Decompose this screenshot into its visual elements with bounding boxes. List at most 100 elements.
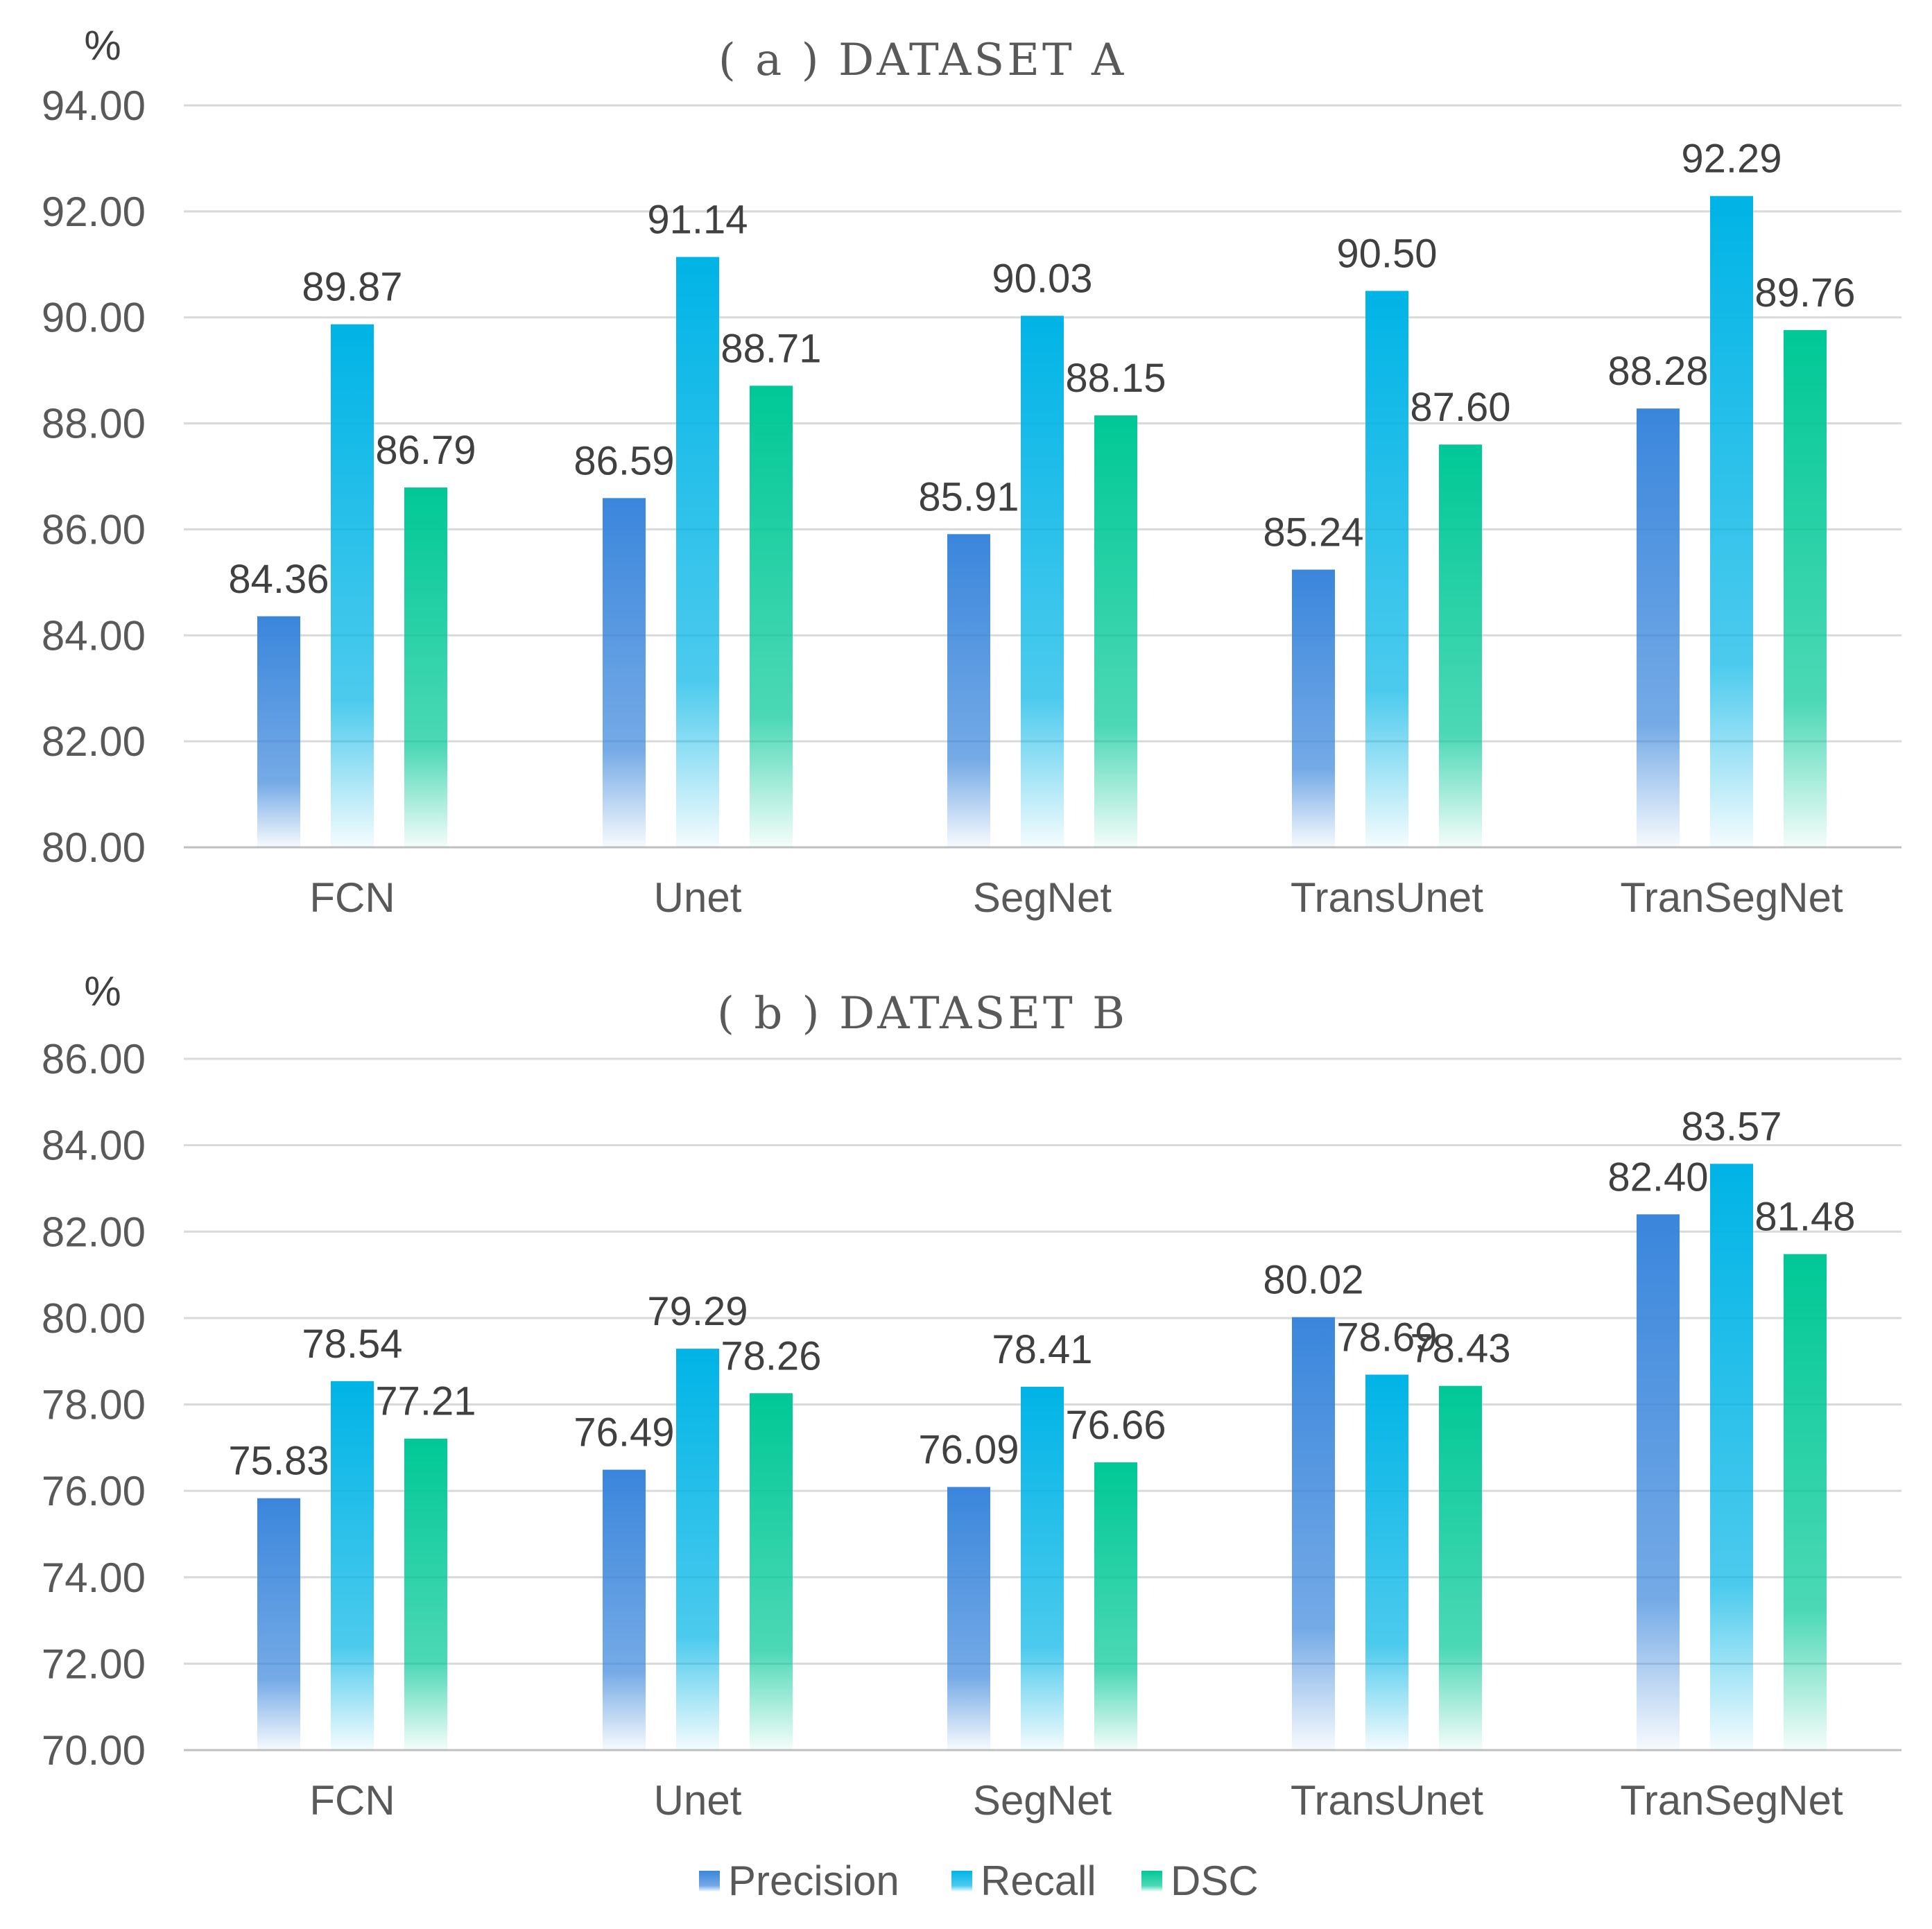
y-tick-label: 94.00 (42, 83, 146, 129)
bar-precision (1637, 408, 1680, 847)
x-category-label: Unet (654, 874, 742, 921)
panel-a-title: ( a ) DATASET A (718, 35, 1126, 86)
bar-dsc (1094, 1462, 1137, 1750)
data-label-dsc: 86.79 (375, 428, 476, 473)
data-label-precision: 86.59 (573, 438, 674, 483)
bar-recall (1710, 1164, 1753, 1750)
bar-recall (1021, 315, 1064, 848)
y-tick-label: 86.00 (42, 506, 146, 553)
data-label-recall: 83.57 (1681, 1104, 1782, 1149)
bar-recall (1021, 1386, 1064, 1750)
panel-b-title: ( b ) DATASET B (717, 988, 1128, 1039)
y-tick-label: 76.00 (42, 1468, 146, 1514)
legend: Precision Recall DSC (699, 1858, 1259, 1904)
y-tick-label: 74.00 (42, 1555, 146, 1601)
bar-recall (331, 1381, 374, 1750)
data-label-precision: 76.49 (573, 1410, 674, 1455)
data-label-recall: 79.29 (647, 1289, 748, 1334)
bar-precision (603, 1469, 646, 1750)
y-tick-label: 80.00 (42, 1295, 146, 1342)
bar-dsc (1094, 415, 1137, 847)
data-label-dsc: 88.71 (721, 326, 821, 371)
data-label-precision: 82.40 (1607, 1154, 1708, 1200)
data-label-precision: 88.28 (1607, 349, 1708, 394)
x-category-label: SegNet (973, 1777, 1112, 1824)
bar-precision (947, 1487, 990, 1750)
bar-dsc (750, 386, 793, 847)
data-label-recall: 90.03 (992, 256, 1092, 301)
data-label-dsc: 88.15 (1065, 356, 1166, 401)
y-tick-label: 84.00 (42, 1123, 146, 1169)
y-tick-label: 82.00 (42, 1209, 146, 1255)
bar-dsc (1784, 330, 1827, 847)
y-tick-label: 84.00 (42, 612, 146, 659)
bar-precision (257, 616, 300, 847)
data-label-precision: 75.83 (228, 1439, 329, 1484)
y-tick-label: 88.00 (42, 401, 146, 447)
data-label-recall: 78.69 (1336, 1315, 1437, 1360)
data-label-dsc: 81.48 (1754, 1195, 1855, 1240)
data-label-recall: 92.29 (1681, 137, 1782, 182)
data-label-dsc: 87.60 (1410, 385, 1510, 430)
panel-b-unit: % (84, 968, 121, 1014)
data-label-recall: 78.54 (302, 1322, 402, 1367)
bar-recall (676, 257, 719, 848)
x-category-label: TransUnet (1291, 874, 1483, 921)
legend-swatch-precision (699, 1871, 720, 1892)
y-tick-label: 72.00 (42, 1641, 146, 1687)
bar-precision (603, 498, 646, 847)
legend-swatch-recall (951, 1871, 972, 1892)
data-label-precision: 85.24 (1263, 510, 1363, 555)
y-tick-label: 92.00 (42, 189, 146, 235)
bar-precision (1292, 1317, 1335, 1750)
y-tick-label: 82.00 (42, 718, 146, 765)
bar-recall (1365, 291, 1408, 847)
bar-precision (1292, 569, 1335, 847)
y-tick-label: 86.00 (42, 1036, 146, 1082)
data-label-recall: 90.50 (1336, 232, 1437, 277)
data-label-dsc: 76.66 (1065, 1403, 1166, 1448)
bar-dsc (1439, 444, 1482, 847)
legend-label-dsc: DSC (1171, 1858, 1259, 1904)
legend-swatch-dsc (1141, 1871, 1162, 1892)
bar-recall (1710, 196, 1753, 847)
bar-dsc (404, 487, 447, 847)
data-label-recall: 91.14 (647, 198, 748, 243)
data-label-precision: 76.09 (918, 1428, 1019, 1473)
data-label-dsc: 89.76 (1754, 270, 1855, 315)
bar-precision (1637, 1214, 1680, 1750)
y-tick-label: 80.00 (42, 824, 146, 871)
x-category-label: TransUnet (1291, 1777, 1483, 1824)
panel-dataset-b: % ( b ) DATASET B 70.00 72.00 74.00 76.00 78… (42, 968, 1901, 1824)
x-category-label: TranSegNet (1620, 874, 1843, 921)
data-label-dsc: 78.43 (1410, 1326, 1510, 1372)
legend-label-precision: Precision (728, 1858, 899, 1904)
bar-dsc (404, 1438, 447, 1750)
bar-precision (257, 1498, 300, 1750)
x-category-label: TranSegNet (1620, 1777, 1843, 1824)
bar-recall (1365, 1374, 1408, 1750)
bar-recall (676, 1349, 719, 1750)
y-tick-label: 78.00 (42, 1382, 146, 1428)
bar-precision (947, 534, 990, 847)
data-label-recall: 89.87 (302, 265, 402, 310)
bar-dsc (1784, 1254, 1827, 1750)
data-label-precision: 84.36 (228, 557, 329, 602)
bar-dsc (1439, 1385, 1482, 1750)
data-label-precision: 80.02 (1263, 1258, 1363, 1303)
data-label-dsc: 77.21 (375, 1379, 476, 1424)
bar-dsc (750, 1393, 793, 1750)
data-label-precision: 85.91 (918, 474, 1019, 519)
panel-a-unit: % (84, 22, 121, 69)
y-tick-label: 70.00 (42, 1727, 146, 1774)
data-label-recall: 78.41 (992, 1327, 1092, 1372)
x-category-label: FCN (309, 874, 395, 921)
x-category-label: FCN (309, 1777, 395, 1824)
x-category-label: Unet (654, 1777, 742, 1824)
x-category-label: SegNet (973, 874, 1112, 921)
y-tick-label: 90.00 (42, 295, 146, 341)
bar-recall (331, 324, 374, 847)
data-label-dsc: 78.26 (721, 1333, 821, 1378)
panel-dataset-a: % ( a ) DATASET A 80.00 82.00 84.00 86.00 88… (42, 22, 1901, 921)
legend-label-recall: Recall (981, 1858, 1096, 1904)
